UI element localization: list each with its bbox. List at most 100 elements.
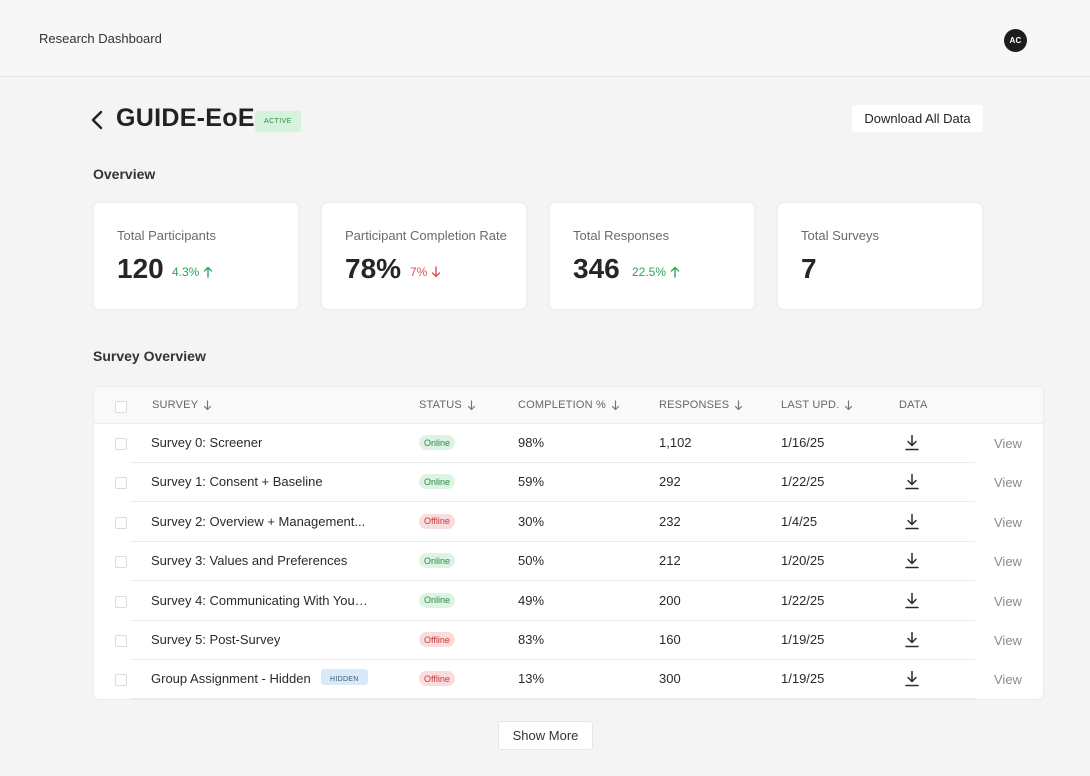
view-link[interactable]: View bbox=[994, 475, 1022, 491]
row-divider bbox=[130, 698, 975, 699]
view-link[interactable]: View bbox=[994, 554, 1022, 570]
survey-name[interactable]: Survey 2: Overview + Management... bbox=[151, 513, 366, 529]
column-header-responses[interactable]: RESPONSES bbox=[659, 399, 743, 411]
delta-value: 7% bbox=[410, 265, 428, 279]
view-link[interactable]: View bbox=[994, 633, 1022, 648]
status-badge: Online bbox=[419, 553, 456, 569]
column-label: DATA bbox=[899, 399, 928, 411]
survey-name[interactable]: Survey 0: Screener bbox=[151, 435, 263, 450]
responses-value: 160 bbox=[659, 632, 681, 647]
download-all-data-button[interactable]: Download All Data bbox=[852, 105, 983, 132]
delta-value: 22.5% bbox=[632, 265, 667, 279]
row-divider bbox=[130, 462, 975, 463]
responses-value: 212 bbox=[659, 553, 681, 569]
stat-card-total-surveys: Total Surveys 7 bbox=[777, 202, 983, 310]
table-row[interactable]: Survey 5: Post-Survey Offline 83% 160 1/… bbox=[94, 621, 1043, 660]
status-badge: ACTIVE bbox=[255, 111, 301, 132]
chevron-left-icon[interactable] bbox=[88, 108, 108, 132]
view-link[interactable]: View bbox=[994, 514, 1022, 530]
completion-value: 30% bbox=[518, 513, 545, 529]
stat-card-completion-rate: Participant Completion Rate 78% 7% bbox=[321, 202, 527, 310]
row-checkbox[interactable] bbox=[115, 595, 127, 608]
column-header-status[interactable]: STATUS bbox=[419, 399, 476, 411]
responses-value: 232 bbox=[659, 513, 681, 529]
download-icon[interactable] bbox=[904, 513, 920, 530]
table-row[interactable]: Survey 0: Screener Online 98% 1,102 1/16… bbox=[94, 424, 1043, 463]
status-badge: Online bbox=[419, 474, 456, 490]
arrow-up-icon bbox=[670, 266, 680, 278]
arrow-up-icon bbox=[204, 266, 213, 278]
view-link[interactable]: View bbox=[994, 672, 1022, 688]
stat-delta: 4.3% bbox=[172, 265, 213, 279]
hidden-badge: HIDDEN bbox=[321, 669, 368, 686]
avatar[interactable]: AC bbox=[1004, 29, 1027, 52]
view-link[interactable]: View bbox=[994, 593, 1022, 609]
table-header: SURVEY STATUS COMPLETION % RESPONSES LAS… bbox=[94, 387, 1043, 424]
arrow-down-icon bbox=[204, 399, 212, 410]
column-header-last-updated[interactable]: LAST UPD. bbox=[781, 399, 853, 411]
row-checkbox[interactable] bbox=[115, 635, 127, 647]
last-updated-value: 1/19/25 bbox=[781, 671, 825, 687]
last-updated-value: 1/22/25 bbox=[781, 592, 825, 608]
top-bar: Research Dashboard AC bbox=[0, 0, 1090, 77]
row-divider bbox=[130, 540, 975, 542]
last-updated-value: 1/16/25 bbox=[781, 435, 825, 450]
table-row[interactable]: Group Assignment - Hidden HIDDEN Offline… bbox=[94, 660, 1043, 699]
status-badge: Offline bbox=[419, 632, 455, 647]
completion-value: 83% bbox=[518, 632, 545, 647]
download-icon[interactable] bbox=[904, 473, 920, 490]
stat-value: 7 bbox=[801, 253, 817, 284]
column-header-completion[interactable]: COMPLETION % bbox=[518, 399, 620, 411]
last-updated-value: 1/22/25 bbox=[781, 474, 825, 490]
stat-value: 346 bbox=[573, 253, 620, 284]
column-label: COMPLETION % bbox=[518, 399, 606, 411]
row-checkbox[interactable] bbox=[115, 556, 127, 569]
completion-value: 13% bbox=[518, 671, 545, 687]
row-checkbox[interactable] bbox=[115, 516, 127, 529]
download-icon[interactable] bbox=[904, 631, 920, 648]
stat-delta: 7% bbox=[410, 265, 441, 279]
responses-value: 1,102 bbox=[659, 435, 692, 450]
status-badge: Online bbox=[419, 592, 456, 608]
table-row[interactable]: Survey 4: Communicating With Your... Onl… bbox=[94, 582, 1043, 621]
status-badge: Offline bbox=[419, 513, 455, 529]
download-icon[interactable] bbox=[904, 552, 920, 569]
download-icon[interactable] bbox=[904, 670, 920, 687]
stat-delta: 22.5% bbox=[632, 265, 680, 279]
responses-value: 300 bbox=[659, 671, 681, 687]
row-divider bbox=[130, 501, 975, 503]
survey-name[interactable]: Survey 1: Consent + Baseline bbox=[151, 474, 323, 490]
column-label: SURVEY bbox=[152, 399, 199, 411]
stat-label: Total Surveys bbox=[801, 228, 880, 243]
survey-name[interactable]: Survey 4: Communicating With Your... bbox=[151, 592, 369, 608]
stat-card-total-participants: Total Participants 120 4.3% bbox=[93, 202, 299, 310]
survey-overview-heading: Survey Overview bbox=[93, 348, 206, 364]
completion-value: 98% bbox=[518, 435, 545, 450]
select-all-checkbox[interactable] bbox=[115, 401, 127, 413]
stat-label: Participant Completion Rate bbox=[345, 228, 507, 243]
survey-name[interactable]: Group Assignment - Hidden bbox=[151, 671, 311, 687]
download-icon[interactable] bbox=[904, 592, 920, 609]
row-checkbox[interactable] bbox=[115, 674, 127, 687]
table-row[interactable]: Survey 1: Consent + Baseline Online 59% … bbox=[94, 463, 1043, 503]
arrow-down-icon bbox=[611, 399, 620, 410]
stat-card-total-responses: Total Responses 346 22.5% bbox=[549, 202, 755, 310]
row-checkbox[interactable] bbox=[115, 438, 127, 450]
show-more-button[interactable]: Show More bbox=[498, 721, 593, 750]
survey-name[interactable]: Survey 3: Values and Preferences bbox=[151, 553, 348, 569]
column-header-survey[interactable]: SURVEY bbox=[152, 399, 212, 411]
arrow-down-icon bbox=[467, 399, 476, 410]
table-row[interactable]: Survey 2: Overview + Management... Offli… bbox=[94, 503, 1043, 542]
view-link[interactable]: View bbox=[994, 436, 1022, 451]
stat-label: Total Participants bbox=[117, 228, 216, 243]
responses-value: 292 bbox=[659, 474, 681, 490]
download-icon[interactable] bbox=[904, 434, 920, 451]
survey-name[interactable]: Survey 5: Post-Survey bbox=[151, 632, 281, 647]
stat-value: 120 bbox=[117, 253, 164, 284]
row-checkbox[interactable] bbox=[115, 477, 127, 490]
page-title: GUIDE-EoE bbox=[116, 104, 255, 132]
responses-value: 200 bbox=[659, 592, 681, 608]
column-label: LAST UPD. bbox=[781, 399, 840, 411]
stat-value: 78% bbox=[345, 253, 402, 284]
table-row[interactable]: Survey 3: Values and Preferences Online … bbox=[94, 542, 1043, 582]
